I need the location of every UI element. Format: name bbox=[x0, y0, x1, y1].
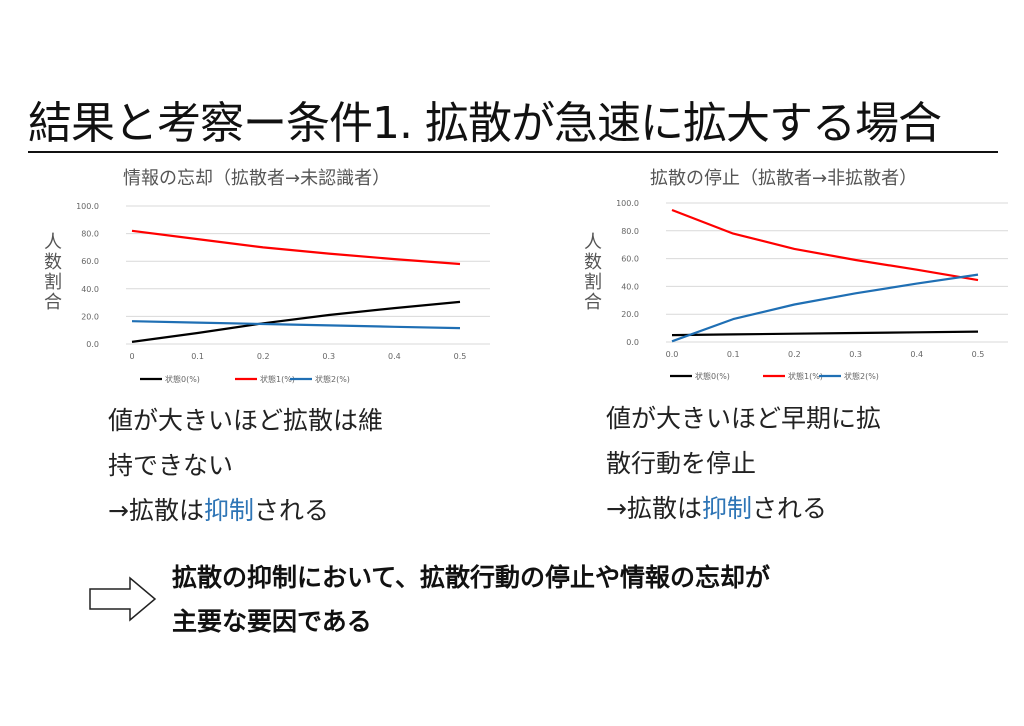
right-arrow-icon bbox=[88, 576, 158, 626]
x-tick-label: 0.3 bbox=[849, 350, 862, 359]
left-note-highlight: 抑制 bbox=[203, 496, 254, 525]
legend-label: 状態2(%) bbox=[844, 371, 879, 381]
x-tick-label: 0.2 bbox=[788, 350, 801, 359]
y-tick-label: 20.0 bbox=[81, 312, 99, 321]
left-note-post: される bbox=[253, 496, 329, 525]
legend-label: 状態1(%) bbox=[788, 371, 823, 381]
right-note-line1: 値が大きいほど早期に拡 bbox=[606, 404, 882, 433]
right-note-post: される bbox=[751, 494, 827, 523]
series-line bbox=[671, 273, 979, 343]
slide-title: 結果と考察ー条件1. 拡散が急速に拡大する場合 bbox=[28, 98, 942, 149]
series-line bbox=[131, 300, 461, 343]
series-line bbox=[131, 320, 461, 330]
x-tick-label: 0.0 bbox=[666, 350, 679, 359]
series-line bbox=[131, 229, 461, 266]
right-note-line3: →拡散は抑制される bbox=[606, 486, 881, 531]
left-note-line2: 持できない bbox=[108, 451, 234, 480]
x-tick-label: 0.5 bbox=[972, 350, 985, 359]
y-tick-label: 60.0 bbox=[81, 257, 99, 266]
y-tick-label: 80.0 bbox=[621, 227, 639, 236]
left-chart: 0.0 20.0 40.0 60.0 80.0 100.0 0 0.1 0.2 0.3 0.4 0.5… bbox=[76, 202, 490, 384]
right-chart-ylabel: 人数割合 bbox=[581, 232, 602, 312]
conclusion: 拡散の抑制において、拡散行動の停止や情報の忘却が 主要な要因である bbox=[172, 556, 770, 644]
y-tick-label: 0.0 bbox=[626, 338, 639, 347]
legend-label: 状態2(%) bbox=[315, 374, 350, 384]
x-tick-label: 0.1 bbox=[727, 350, 740, 359]
right-chart-title: 拡散の停止（拡散者→非拡散者） bbox=[650, 168, 918, 189]
y-tick-label: 80.0 bbox=[81, 230, 99, 239]
right-note: 値が大きいほど早期に拡 散行動を停止 →拡散は抑制される bbox=[606, 396, 881, 531]
x-tick-label: 0.4 bbox=[388, 352, 401, 361]
left-chart-title: 情報の忘却（拡散者→未認識者） bbox=[123, 168, 391, 189]
y-tick-label: 40.0 bbox=[81, 285, 99, 294]
conclusion-line2: 主要な要因である bbox=[172, 607, 372, 636]
conclusion-line1: 拡散の抑制において、拡散行動の停止や情報の忘却が bbox=[172, 563, 771, 592]
left-note-line3: →拡散は抑制される bbox=[108, 488, 383, 533]
right-chart: 0.0 20.0 40.0 60.0 80.0 100.0 0.0 0.1 0.2 0.3 0.4 0… bbox=[616, 199, 1008, 381]
y-tick-label: 20.0 bbox=[621, 310, 639, 319]
y-tick-label: 40.0 bbox=[621, 282, 639, 291]
y-tick-label: 100.0 bbox=[76, 202, 99, 211]
y-tick-label: 100.0 bbox=[616, 199, 639, 208]
x-tick-label: 0.5 bbox=[454, 352, 467, 361]
title-underline bbox=[28, 151, 998, 153]
series-line bbox=[671, 330, 979, 337]
left-note-line1: 値が大きいほど拡散は維 bbox=[108, 406, 384, 435]
legend-label: 状態1(%) bbox=[260, 374, 295, 384]
y-tick-label: 60.0 bbox=[621, 255, 639, 264]
legend-label: 状態0(%) bbox=[695, 371, 730, 381]
right-note-line2: 散行動を停止 bbox=[606, 449, 757, 478]
x-tick-label: 0 bbox=[129, 352, 134, 361]
right-note-pre: →拡散は bbox=[606, 494, 702, 523]
series-line bbox=[671, 208, 979, 282]
x-tick-label: 0.1 bbox=[191, 352, 204, 361]
legend-label: 状態0(%) bbox=[165, 374, 200, 384]
x-tick-label: 0.2 bbox=[257, 352, 270, 361]
x-tick-label: 0.4 bbox=[910, 350, 923, 359]
left-note: 値が大きいほど拡散は維 持できない →拡散は抑制される bbox=[108, 398, 383, 533]
x-tick-label: 0.3 bbox=[322, 352, 335, 361]
right-note-highlight: 抑制 bbox=[701, 494, 752, 523]
y-tick-label: 0.0 bbox=[86, 340, 99, 349]
left-note-pre: →拡散は bbox=[108, 496, 204, 525]
left-chart-ylabel: 人数割合 bbox=[41, 232, 62, 312]
